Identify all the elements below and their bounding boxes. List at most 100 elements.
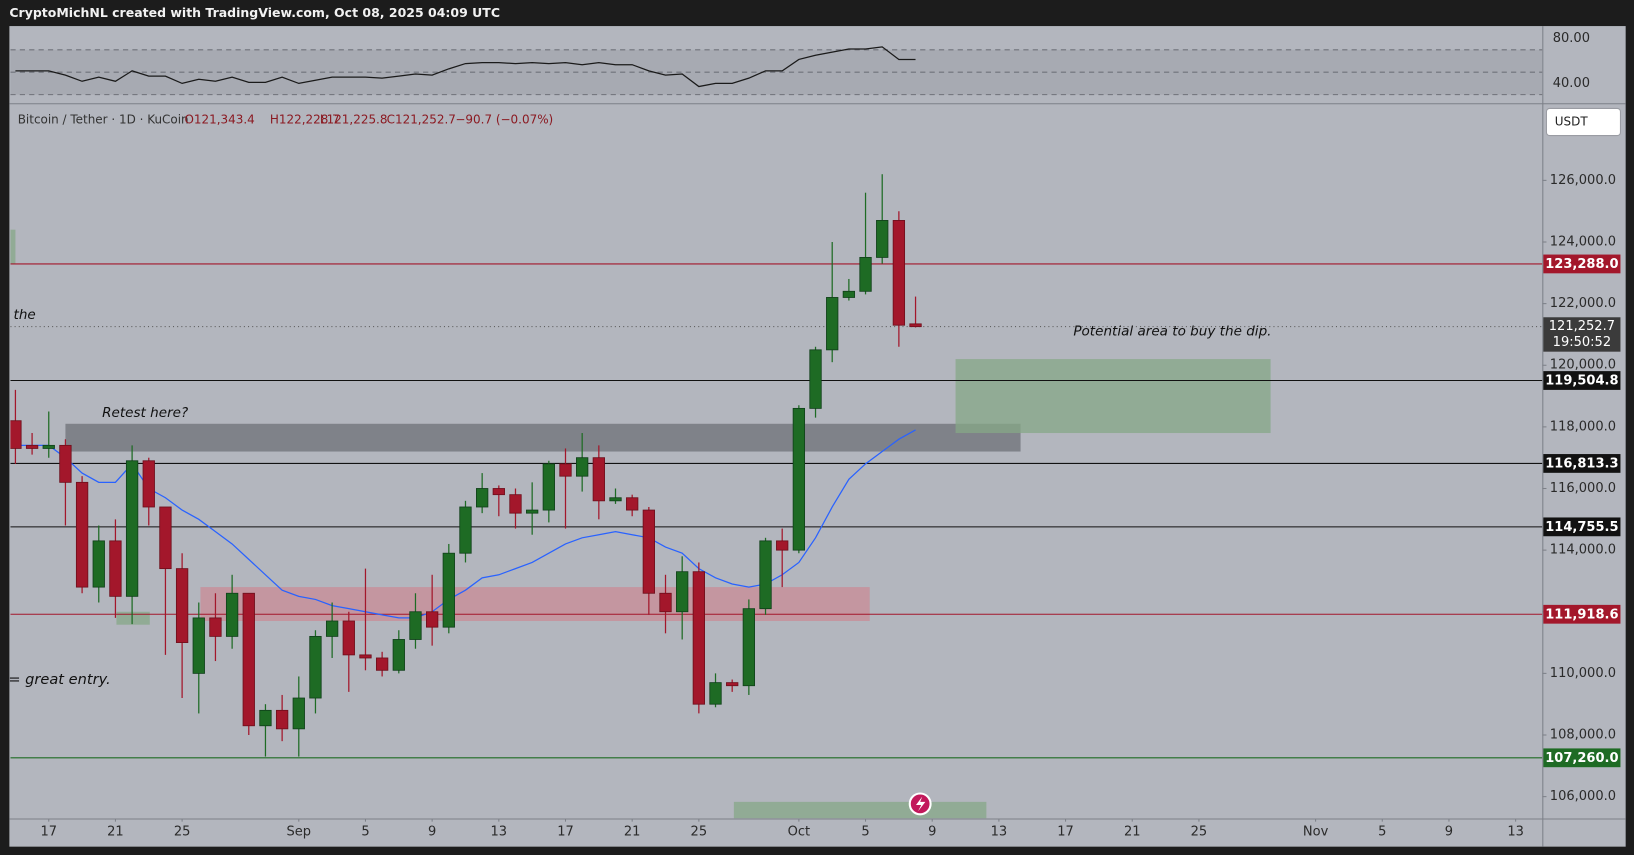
legend-high: H122,228.7 [270,112,340,126]
y-tick-label: 108,000.0 [1550,728,1616,743]
candle-body [109,540,122,597]
candle-body [542,463,555,511]
level-label: 114,755.5 [1545,520,1618,535]
x-tick-label: 25 [174,825,191,840]
level-label: 123,288.0 [1545,257,1618,272]
currency-button-label[interactable]: USDT [1555,114,1589,128]
annotation: Retest here? [102,405,188,421]
candle-body [409,611,422,640]
candle-body [476,488,489,508]
candle-body [576,457,589,477]
level-label-box [1543,254,1621,274]
zone [10,229,16,264]
candle-body [642,509,655,594]
level-label-box [1543,604,1621,624]
candle-body [292,697,305,730]
level-label-box [1543,748,1621,768]
header: CryptoMichNL created with TradingView.co… [9,5,500,20]
rsi-tick-label: 40.00 [1553,76,1590,91]
rsi-tick-label: 80.00 [1553,31,1590,46]
candle-body [909,323,922,328]
x-tick-label: 25 [691,825,708,840]
x-tick-label: 9 [1445,825,1453,840]
candle-body [125,460,139,597]
candle-body [809,349,822,409]
candle-body [142,460,155,508]
candle-body [509,494,522,514]
candle-body [375,657,389,671]
x-tick-label: 9 [928,825,936,840]
candle-body [709,682,722,705]
annotation: the [14,307,36,323]
candle-body [559,463,572,477]
x-tick-label: 21 [624,825,641,840]
level-label: 107,260.0 [1545,751,1618,766]
candle-body [325,620,339,637]
candle-body [676,571,689,613]
legend-low: L121,225.8 [320,112,388,126]
level-label-box [1543,371,1621,390]
x-tick-label: 21 [107,825,124,840]
candle-body [309,635,322,699]
candle-body [359,654,372,659]
level-label: 116,813.3 [1545,456,1618,471]
y-tick-label: 120,000.0 [1550,358,1616,373]
candle-body [159,506,172,570]
candle-body [425,611,439,628]
candle-body [392,639,405,671]
current-price-label: 121,252.7 [1549,319,1615,334]
y-tick-label: 110,000.0 [1550,666,1616,681]
candle-body [842,290,856,298]
level-label-box [1543,454,1621,473]
candle-body [626,497,639,511]
candle-body [692,571,705,705]
y-tick-label: 118,000.0 [1550,419,1616,434]
y-tick-label: 122,000.0 [1550,296,1616,311]
candle-body [659,592,672,613]
candle-body [792,407,806,551]
candle-body [10,420,22,449]
x-tick-label: Oct [788,825,811,840]
alert-icon-bolt[interactable] [915,796,926,812]
rsi-line [15,46,916,88]
candle-body [442,552,455,628]
x-tick-label: Sep [287,825,312,840]
candle-body [592,457,605,502]
candle-body [25,444,39,449]
zone [200,587,870,621]
candle-body [492,488,505,496]
candle-body [259,709,272,727]
candle-body [876,220,889,258]
candle-body [859,256,872,292]
candle-body [759,540,772,610]
candle-body [275,709,289,730]
x-tick-label: 9 [428,825,436,840]
y-tick-label: 114,000.0 [1550,543,1616,558]
candle-body [459,506,472,554]
currency-button[interactable] [1545,107,1621,137]
legend-symbol: Bitcoin / Tether · 1D · KuCoin [18,112,189,126]
legend-close: C121,252.7 [387,112,456,126]
x-tick-label: 25 [1191,825,1208,840]
zone [733,801,987,819]
candle-body [742,608,756,687]
legend-change: −90.7 (−0.07%) [455,112,553,126]
x-tick-label: 5 [361,825,369,840]
x-tick-label: 17 [1057,825,1074,840]
y-tick-label: 106,000.0 [1550,789,1616,804]
x-tick-label: 5 [1378,825,1386,840]
candle-body [342,620,355,656]
x-tick-label: 21 [1124,825,1141,840]
level-label: 119,504.8 [1545,374,1618,389]
zone [116,611,150,625]
x-tick-label: 5 [861,825,869,840]
x-tick-label: Nov [1303,825,1329,840]
candle-body [892,220,906,326]
candle-body [826,297,839,351]
candle-body [225,592,239,637]
current-price-box [1543,317,1621,352]
candle-body [59,444,72,483]
x-tick-label: 13 [991,825,1008,840]
